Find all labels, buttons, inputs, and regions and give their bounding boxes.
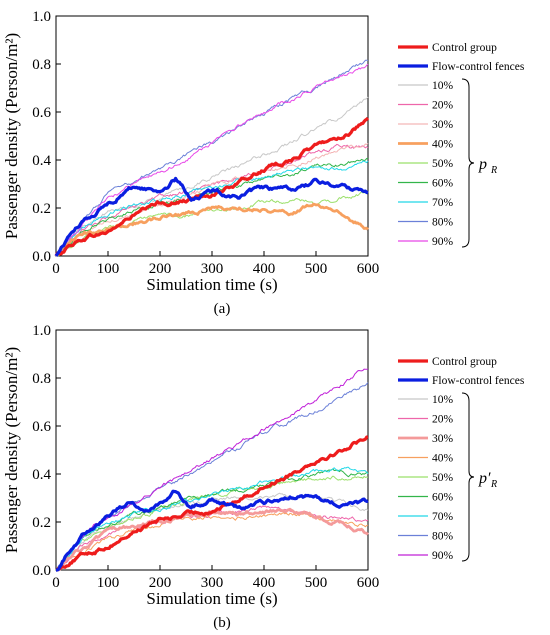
legend-label: 40%: [432, 139, 454, 151]
series-line: [55, 63, 369, 257]
legend-label: 50%: [432, 158, 454, 170]
chart-panel-b: 0 100 200 300 400 500 600 0.0 0.2 0.4 0.6 0.8 1.0 Sim…: [2, 323, 525, 631]
x-tick-label: 100: [97, 575, 120, 591]
x-tick-label: 600: [357, 575, 380, 591]
series-line: [54, 116, 370, 257]
legend-brace: [461, 78, 475, 248]
x-axis-title: Simulation time (s): [146, 589, 277, 608]
series-line: [55, 382, 369, 571]
group-parameter-label: p′: [478, 470, 491, 487]
panel-label: (a): [214, 301, 231, 317]
legend-label: 20%: [432, 100, 454, 112]
legend-label: 50%: [432, 472, 454, 484]
legend-label: Flow-control fences: [432, 61, 525, 73]
y-tick-label: 0.4: [32, 467, 51, 483]
series-line: [54, 202, 369, 257]
y-tick-label: 0.6: [32, 105, 51, 121]
y-axis-title: Passenger density (Person/m²): [2, 347, 21, 553]
legend-label: 80%: [432, 531, 454, 543]
panel-label: (b): [213, 615, 231, 631]
series-line: [55, 157, 369, 257]
legend-label: 60%: [432, 178, 454, 190]
legend-label: 10%: [432, 80, 454, 92]
y-axis-title: Passenger density (Person/m²): [2, 33, 21, 239]
x-tick-label: 300: [201, 575, 224, 591]
series-line: [55, 505, 369, 571]
x-tick-label: 0: [52, 261, 60, 277]
legend-label: 30%: [432, 433, 454, 445]
legend-label: 40%: [432, 453, 454, 465]
legend-label: 80%: [432, 217, 454, 229]
series-line: [55, 489, 369, 572]
y-tick-label: 0.8: [32, 371, 51, 387]
legend-label: 90%: [432, 236, 454, 248]
x-tick-label: 200: [149, 261, 172, 277]
x-tick-label: 600: [357, 261, 380, 277]
y-tick-label: 0.2: [32, 201, 51, 217]
chart-panel-a: 0 100 200 300 400 500 600 0.0 0.2 0.4 0.6 0.8 1.0 Sim…: [2, 9, 525, 317]
legend-label: Control group: [432, 42, 497, 54]
y-tick-label: 0.4: [32, 153, 51, 169]
legend-label: 60%: [432, 492, 454, 504]
x-tick-label: 0: [52, 575, 60, 591]
y-tick-label: 1.0: [32, 323, 51, 339]
x-tick-label: 300: [201, 261, 224, 277]
legend-label: 10%: [432, 394, 454, 406]
x-tick-label: 400: [253, 575, 276, 591]
series-line: [55, 96, 369, 257]
series-line: [55, 475, 369, 571]
series-line: [55, 160, 369, 257]
y-tick-label: 0.2: [32, 515, 51, 531]
group-parameter-subscript: R: [490, 479, 497, 490]
y-tick-label: 0.0: [32, 563, 51, 579]
x-tick-label: 500: [305, 261, 328, 277]
group-parameter-label: p: [478, 156, 487, 173]
legend-brace: [461, 392, 475, 562]
plot-frame: [55, 15, 369, 257]
legend-label: 20%: [432, 414, 454, 426]
x-axis-title: Simulation time (s): [146, 275, 277, 294]
legend-label: 90%: [432, 550, 454, 562]
x-tick-label: 500: [305, 575, 328, 591]
y-tick-label: 1.0: [32, 9, 51, 25]
x-tick-label: 400: [253, 261, 276, 277]
series-line: [55, 368, 369, 571]
x-tick-label: 200: [149, 575, 172, 591]
group-parameter-subscript: R: [490, 165, 497, 176]
legend-label: 70%: [432, 197, 454, 209]
y-tick-label: 0.6: [32, 419, 51, 435]
series-line: [55, 466, 369, 571]
x-tick-label: 100: [97, 261, 120, 277]
series-line: [55, 59, 369, 257]
legend-label: 30%: [432, 119, 454, 131]
y-tick-label: 0.8: [32, 57, 51, 73]
series-line: [55, 435, 369, 572]
y-tick-label: 0.0: [32, 249, 51, 265]
series-line: [55, 143, 369, 257]
legend-label: 70%: [432, 511, 454, 523]
legend-label: Control group: [432, 356, 497, 368]
series-line: [54, 176, 369, 257]
legend-label: Flow-control fences: [432, 375, 525, 387]
